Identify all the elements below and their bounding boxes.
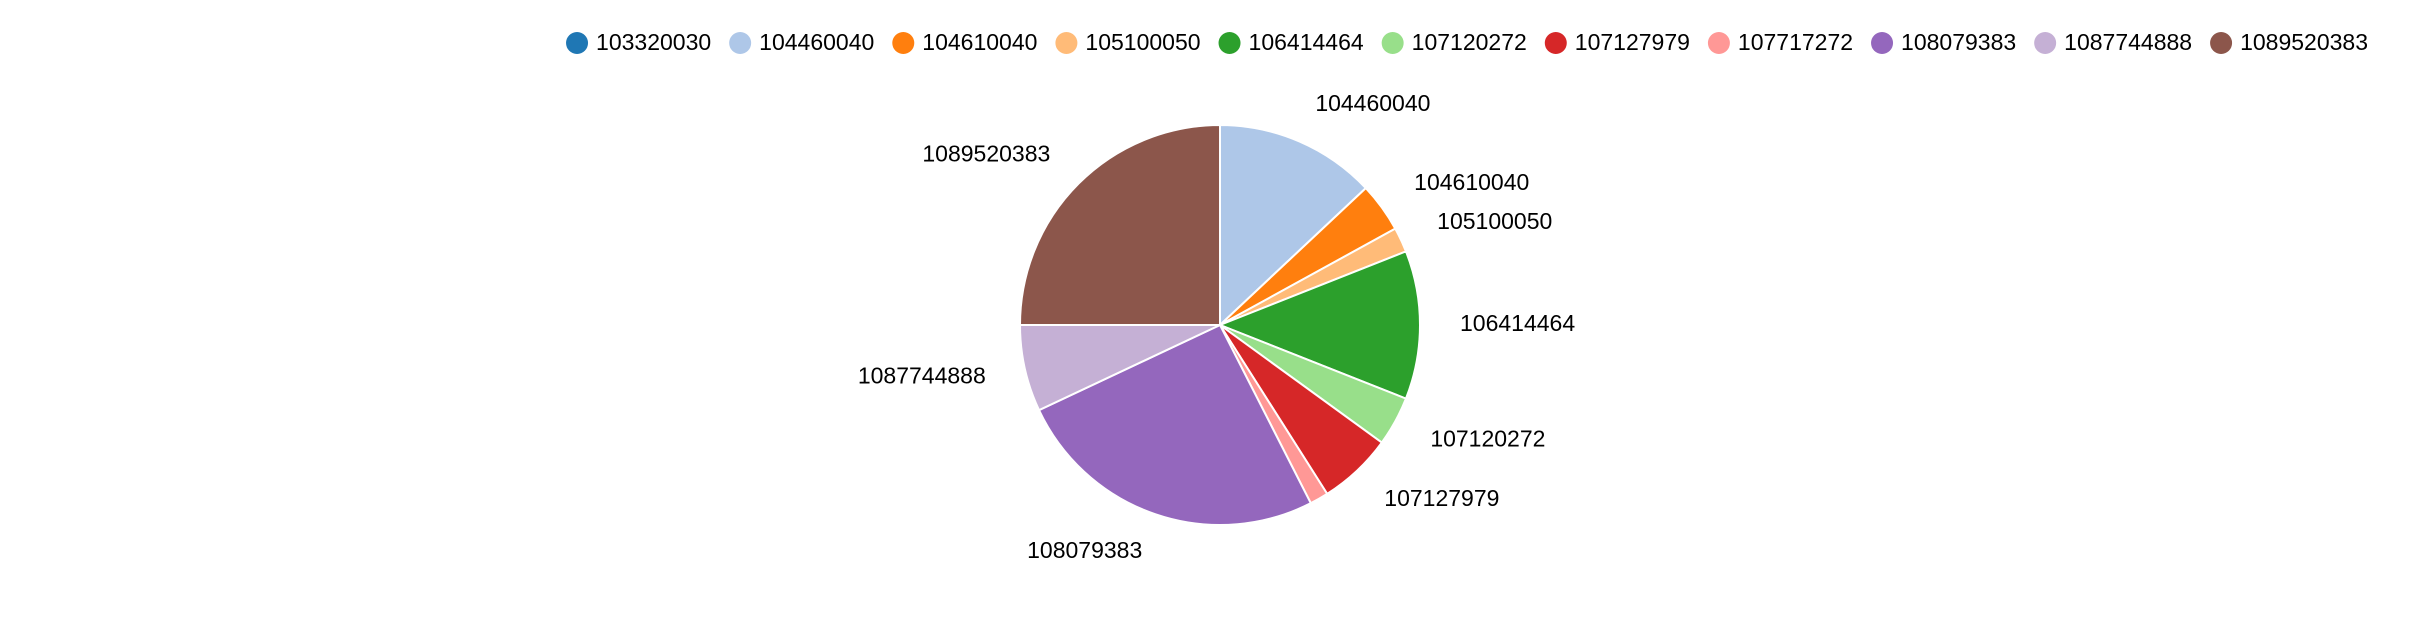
legend-swatch: [1707, 32, 1730, 54]
legend-swatch: [1381, 32, 1404, 54]
legend-swatch: [2210, 32, 2233, 54]
slice-label-107127979: 107127979: [1384, 485, 1499, 511]
legend-swatch: [729, 32, 752, 54]
slice-label-104460040: 104460040: [1315, 90, 1430, 116]
legend-swatch: [566, 32, 589, 54]
slice-labels: 104460040 104610040 105100050 106414464 1071…: [858, 90, 1575, 563]
legend: 103320030 104460040 104610040 105100050 1064…: [566, 29, 2368, 55]
legend-label: 108079383: [1901, 29, 2016, 55]
pie-slices: [1018, 123, 1421, 526]
legend-swatch: [1544, 32, 1567, 54]
legend-item-108079383[interactable]: 108079383: [1871, 29, 2016, 55]
legend-item-1089520383[interactable]: 1089520383: [2210, 29, 2368, 55]
pie-slice-108079383: [1037, 323, 1313, 526]
legend-swatch: [1218, 32, 1241, 54]
slice-label-105100050: 105100050: [1437, 208, 1552, 234]
legend-swatch: [892, 32, 915, 54]
legend-label: 107120272: [1412, 29, 1527, 55]
legend-item-107127979[interactable]: 107127979: [1544, 29, 1690, 55]
legend-swatch: [2034, 32, 2057, 54]
slice-label-106414464: 106414464: [1460, 310, 1575, 336]
legend-label: 105100050: [1085, 29, 1200, 55]
legend-swatch: [1871, 32, 1894, 54]
legend-item-107120272[interactable]: 107120272: [1381, 29, 1527, 55]
pie-slice-104460040: [1219, 123, 1368, 328]
legend-label: 106414464: [1249, 29, 1364, 55]
slice-label-104610040: 104610040: [1414, 169, 1529, 195]
legend-item-107717272[interactable]: 107717272: [1707, 29, 1853, 55]
legend-swatch: [1055, 32, 1078, 54]
legend-label: 104460040: [759, 29, 874, 55]
pie-slice-106414464: [1217, 250, 1421, 400]
pie-slice-1089520383: [1018, 123, 1221, 326]
legend-label: 1089520383: [2240, 29, 2368, 55]
legend-label: 103320030: [596, 29, 711, 55]
legend-item-1087744888[interactable]: 1087744888: [2034, 29, 2192, 55]
legend-item-104460040[interactable]: 104460040: [729, 29, 874, 55]
legend-item-105100050[interactable]: 105100050: [1055, 29, 1201, 55]
legend-label: 107127979: [1575, 29, 1690, 55]
legend-item-106414464[interactable]: 106414464: [1218, 29, 1364, 55]
slice-label-107120272: 107120272: [1430, 426, 1545, 452]
slice-label-1087744888: 1087744888: [858, 362, 986, 388]
legend-label: 1087744888: [2064, 29, 2192, 55]
legend-item-104610040[interactable]: 104610040: [892, 29, 1037, 55]
slice-label-108079383: 108079383: [1027, 537, 1142, 563]
legend-label: 104610040: [922, 29, 1037, 55]
legend-label: 107717272: [1738, 29, 1853, 55]
legend-item-103320030[interactable]: 103320030: [566, 29, 711, 55]
slice-label-1089520383: 1089520383: [922, 140, 1050, 166]
